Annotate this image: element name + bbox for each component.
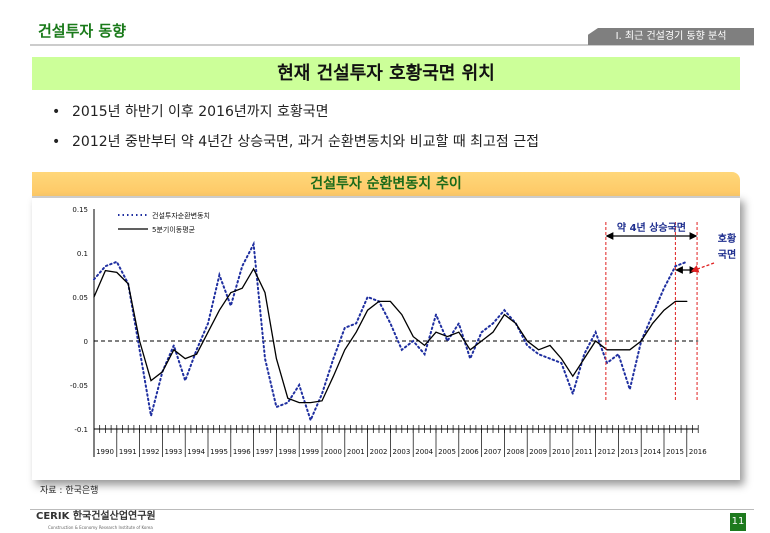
y-tick-label: 0: [84, 338, 88, 346]
section-tab: Ⅰ. 최근 건설경기 동향 분석: [588, 28, 754, 45]
section-title: 건설투자 동향: [38, 22, 127, 40]
boom-pointer-arrow: [690, 262, 715, 273]
x-tick-label: 2006: [461, 448, 479, 456]
x-tick-label: 1995: [210, 448, 228, 456]
x-tick-label: 2011: [575, 448, 593, 456]
x-tick-label: 2015: [666, 448, 684, 456]
y-tick-label: 0.15: [72, 206, 88, 214]
x-tick-label: 2003: [392, 448, 410, 456]
series-line-moving-average: [93, 267, 688, 404]
x-tick-label: 1992: [142, 448, 160, 456]
bullet-item: • 2012년 중반부터 약 4년간 상승국면, 과거 순환변동치와 비교할 때 …: [52, 134, 540, 150]
bullet-text: 2015년 하반기 이후 2016년까지 호황국면: [72, 104, 329, 120]
x-tick-label: 1996: [233, 448, 251, 456]
x-tick-label: 2013: [620, 448, 638, 456]
boom-phase-label: 국면: [718, 248, 736, 261]
x-tick-label: 2008: [506, 448, 524, 456]
x-tick-label: 1990: [96, 448, 114, 456]
legend-label: 5분기이동평균: [152, 225, 196, 234]
x-tick-label: 1993: [164, 448, 182, 456]
y-tick-label: -0.05: [70, 382, 88, 390]
x-tick-label: 2005: [438, 448, 456, 456]
x-tick-label: 2014: [643, 448, 661, 456]
x-tick-label: 2001: [347, 448, 365, 456]
y-tick-label: 0.1: [77, 250, 88, 258]
y-tick-label: 0.05: [72, 294, 88, 302]
rise-phase-label: 약 4년 상승국면: [617, 221, 686, 234]
y-tick-label: -0.1: [74, 426, 88, 434]
legend-label: 건설투자순환변동치: [152, 211, 210, 220]
x-tick-label: 2016: [689, 448, 707, 456]
footer-divider: [30, 509, 754, 510]
x-tick-label: 1994: [187, 448, 205, 456]
x-tick-label: 2009: [529, 448, 547, 456]
bullet-text: 2012년 중반부터 약 4년간 상승국면, 과거 순환변동치와 비교할 때 최…: [72, 134, 540, 150]
page-number: 11: [730, 513, 746, 531]
x-tick-label: 2010: [552, 448, 570, 456]
boom-phase-label: 호황: [718, 232, 737, 245]
x-tick-label: 2002: [370, 448, 388, 456]
x-tick-label: 2007: [484, 448, 502, 456]
slide-heading: 현재 건설투자 호황국면 위치: [32, 57, 740, 90]
x-tick-label: 1991: [119, 448, 137, 456]
bullet-item: • 2015년 하반기 이후 2016년까지 호황국면: [52, 104, 329, 120]
logo-subtitle: Construction & Economy Research Institut…: [48, 525, 153, 530]
logo: CERIK 한국건설산업연구원: [36, 511, 156, 522]
header-divider: [30, 44, 754, 46]
x-tick-label: 2000: [324, 448, 342, 456]
source-note: 자료 : 한국은행: [40, 486, 99, 496]
chart-title: 건설투자 순환변동치 추이: [32, 172, 740, 196]
x-tick-label: 1999: [301, 448, 319, 456]
x-tick-label: 2012: [598, 448, 616, 456]
chart-panel: [32, 196, 740, 480]
x-tick-label: 1998: [278, 448, 296, 456]
x-tick-label: 1997: [256, 448, 274, 456]
x-tick-label: 2004: [415, 448, 433, 456]
series-line-cyclical: [93, 240, 688, 424]
